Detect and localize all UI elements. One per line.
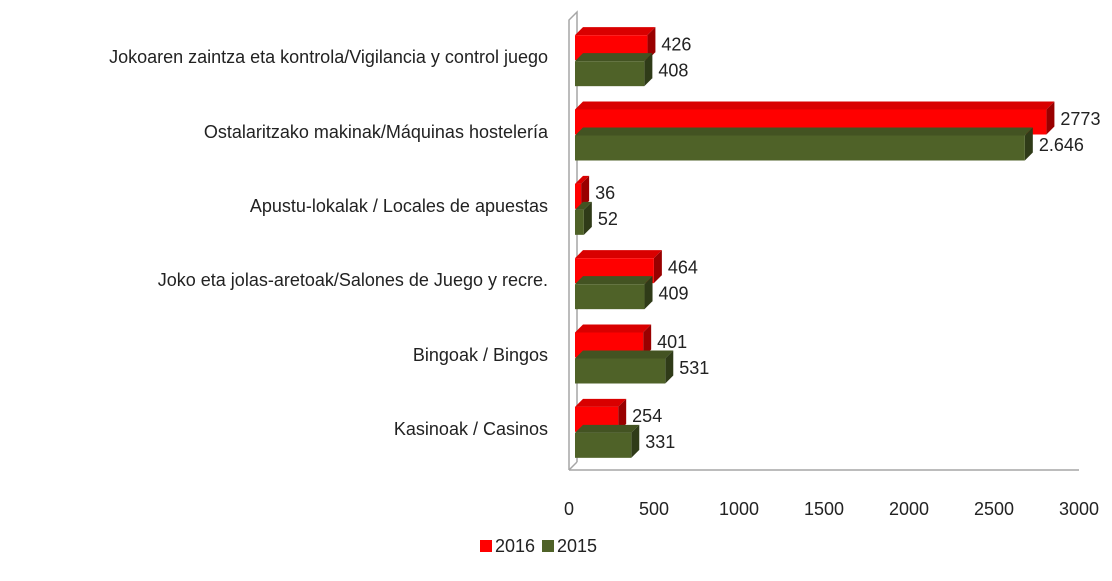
x-tick-label: 3000: [1059, 499, 1099, 519]
data-label: 464: [668, 257, 698, 277]
category-label: Jokoaren zaintza eta kontrola/Vigilancia…: [109, 47, 548, 68]
bar-side: [1046, 101, 1055, 135]
bar-top: [575, 250, 662, 259]
bar-front: [575, 61, 645, 87]
data-label: 408: [658, 60, 688, 80]
bar-top: [575, 201, 592, 210]
data-label: 2773: [1060, 109, 1100, 129]
bar-top: [575, 398, 627, 407]
data-label: 2.646: [1039, 135, 1084, 155]
data-label: 36: [595, 183, 615, 203]
bar-side: [581, 175, 590, 209]
bar-side: [1024, 127, 1033, 161]
bar-side: [618, 398, 627, 432]
bar-side: [653, 250, 662, 284]
bar-top: [575, 101, 1055, 110]
bar: [575, 127, 1033, 161]
bar-top: [575, 27, 656, 36]
x-tick-label: 500: [639, 499, 669, 519]
category-label: Joko eta jolas-aretoak/Salones de Juego …: [157, 270, 548, 291]
axis-wall: [568, 10, 578, 470]
legend-label: 2015: [557, 536, 597, 556]
x-tick-label: 2500: [974, 499, 1014, 519]
bar-side: [631, 424, 640, 458]
bar-front: [575, 209, 584, 235]
data-label: 254: [632, 406, 662, 426]
bar-top: [575, 424, 640, 433]
bar-top: [575, 127, 1033, 136]
bar-front: [575, 358, 666, 384]
data-label: 409: [659, 283, 689, 303]
x-tick-label: 1500: [804, 499, 844, 519]
legend-swatch: [542, 540, 554, 552]
category-label: Kasinoak / Casinos: [393, 418, 548, 439]
category-label: Bingoak / Bingos: [412, 344, 548, 365]
bar-top: [575, 53, 653, 62]
bar-top: [575, 324, 652, 333]
x-tick-label: 1000: [719, 499, 759, 519]
bar-front: [575, 183, 582, 209]
bar-side: [665, 350, 674, 384]
axis-floor-back: [568, 461, 578, 471]
data-label: 52: [598, 209, 618, 229]
legend-label: 2016: [495, 536, 535, 556]
x-tick-label: 0: [564, 499, 574, 519]
bar-front: [575, 432, 632, 458]
bar: [575, 53, 653, 87]
bar-side: [643, 324, 652, 358]
data-label: 426: [661, 34, 691, 54]
category-label: Ostalaritzako makinak/Máquinas hostelerí…: [203, 121, 548, 142]
bar: [575, 175, 590, 209]
bar-side: [583, 201, 592, 235]
legend-swatch: [480, 540, 492, 552]
x-tick-label: 2000: [889, 499, 929, 519]
bar-side: [644, 276, 653, 310]
bar: [575, 201, 592, 235]
bar: [575, 350, 674, 384]
data-label: 401: [657, 332, 687, 352]
category-label: Apustu-lokalak / Locales de apuestas: [249, 195, 548, 216]
bar-top: [575, 175, 590, 184]
bar-side: [644, 53, 653, 87]
bar-front: [575, 284, 645, 310]
data-label: 531: [679, 358, 709, 378]
bar-front: [575, 135, 1025, 161]
data-label: 331: [645, 432, 675, 452]
bar: [575, 424, 640, 458]
bar-top: [575, 350, 674, 359]
bar-top: [575, 276, 653, 285]
bar: [575, 276, 653, 310]
bar-side: [647, 27, 656, 61]
